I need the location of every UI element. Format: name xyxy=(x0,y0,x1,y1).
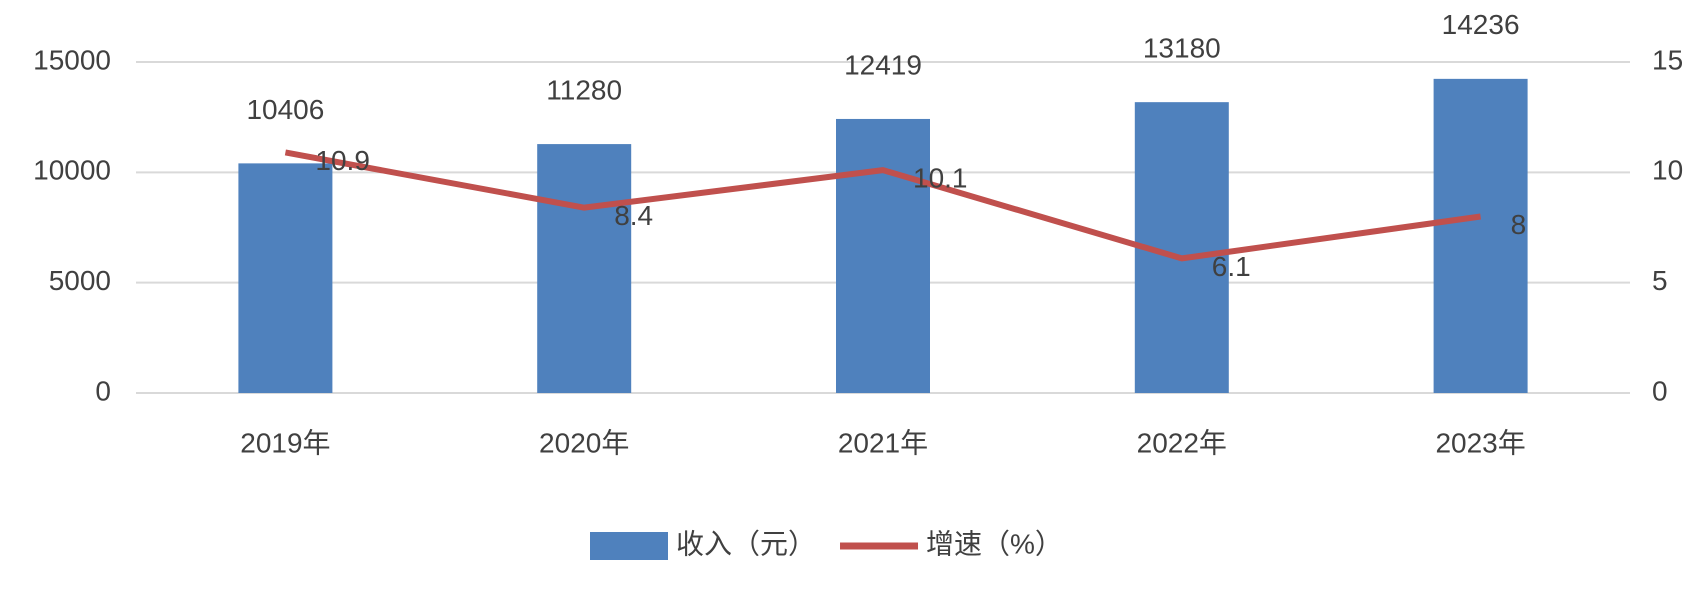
data-label: 10.1 xyxy=(913,163,968,194)
data-label: 12419 xyxy=(844,49,922,80)
x-tick-label: 2021年 xyxy=(838,427,928,458)
data-label: 10.9 xyxy=(315,145,370,176)
bar xyxy=(238,163,333,393)
bar xyxy=(1433,78,1528,393)
line xyxy=(284,149,1482,262)
data-label: 10406 xyxy=(246,94,324,125)
y-tick-label: 10000 xyxy=(33,155,111,186)
data-label: 14236 xyxy=(1442,9,1520,40)
legend-swatch xyxy=(590,532,668,560)
y2-tick-label: 5 xyxy=(1652,265,1668,296)
x-tick-label: 2020年 xyxy=(539,427,629,458)
y2-tick-label: 15 xyxy=(1652,44,1683,75)
legend-label: 增速（%） xyxy=(926,528,1063,559)
bar xyxy=(836,118,930,393)
legend-label: 收入（元） xyxy=(676,528,816,559)
y-tick-label: 5000 xyxy=(49,265,111,296)
data-label: 13180 xyxy=(1143,33,1221,64)
x-tick-label: 2019年 xyxy=(240,427,330,458)
data-label: 11280 xyxy=(546,74,622,105)
x-tick-label: 2022年 xyxy=(1137,427,1227,458)
data-label: 6.1 xyxy=(1212,251,1251,282)
x-tick-label: 2023年 xyxy=(1435,427,1525,458)
data-label: 8.4 xyxy=(614,200,653,231)
data-label: 8 xyxy=(1511,209,1527,240)
bar xyxy=(537,144,632,393)
y2-tick-label: 0 xyxy=(1652,375,1668,406)
y2-tick-label: 10 xyxy=(1652,155,1683,186)
y-tick-label: 15000 xyxy=(33,44,111,75)
y-tick-label: 0 xyxy=(95,375,111,406)
